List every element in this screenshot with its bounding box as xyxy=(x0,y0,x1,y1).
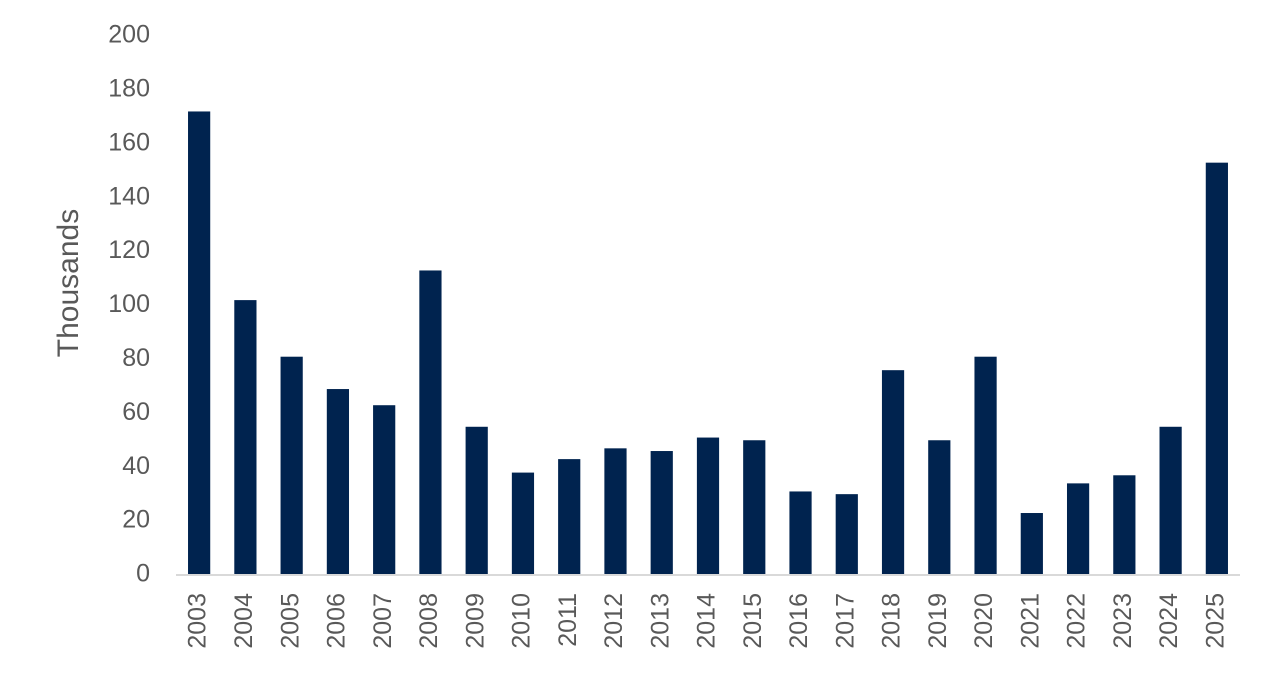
y-tick-label: 140 xyxy=(108,182,150,210)
y-tick-label: 100 xyxy=(108,290,150,318)
x-tick-label: 2003 xyxy=(184,593,212,649)
x-tick-label: 2014 xyxy=(693,593,721,649)
y-tick-label: 40 xyxy=(122,452,150,480)
bar xyxy=(1113,475,1136,575)
y-tick-label: 180 xyxy=(108,75,150,103)
y-tick-label: 80 xyxy=(122,344,150,372)
x-tick-label: 2019 xyxy=(924,593,952,649)
x-tick-label: 2011 xyxy=(554,593,582,647)
x-tick-label: 2012 xyxy=(600,593,628,649)
x-tick-label: 2025 xyxy=(1201,593,1229,649)
bar xyxy=(326,389,350,575)
x-tick-label: 2008 xyxy=(415,593,443,649)
bar xyxy=(234,300,257,575)
x-tick-label: 2022 xyxy=(1063,593,1091,649)
x-tick-label: 2013 xyxy=(646,593,674,649)
x-tick-label: 2007 xyxy=(369,593,397,649)
x-tick-label: 2018 xyxy=(878,593,906,649)
x-tick-label: 2017 xyxy=(831,593,859,649)
y-tick-label: 120 xyxy=(108,236,150,264)
y-tick-label: 200 xyxy=(108,21,150,49)
x-tick-label: 2015 xyxy=(739,593,767,649)
bar xyxy=(280,356,303,575)
y-tick-label: 160 xyxy=(108,128,150,156)
x-tick-label: 2023 xyxy=(1109,593,1137,649)
bar xyxy=(373,405,396,575)
bar xyxy=(465,426,488,575)
bar xyxy=(419,270,442,575)
bar xyxy=(881,370,905,575)
bar xyxy=(511,472,535,575)
bar xyxy=(1159,426,1182,575)
bar xyxy=(1066,483,1090,575)
bar xyxy=(835,494,858,575)
x-tick-label: 2010 xyxy=(508,593,536,649)
bar xyxy=(1020,513,1043,575)
bar xyxy=(1205,162,1228,576)
bar xyxy=(974,356,997,575)
bar xyxy=(558,459,581,575)
bar xyxy=(604,448,627,575)
bar xyxy=(743,440,766,575)
y-tick-label: 0 xyxy=(136,560,150,588)
x-tick-label: 2020 xyxy=(970,593,998,649)
x-tick-label: 2006 xyxy=(323,593,351,649)
x-tick-label: 2009 xyxy=(461,593,489,649)
x-tick-label: 2005 xyxy=(276,593,304,649)
x-tick-label: 2004 xyxy=(230,593,258,649)
y-tick-label: 60 xyxy=(122,398,150,426)
y-axis-label: Thousands xyxy=(52,209,85,357)
x-tick-label: 2021 xyxy=(1016,593,1044,649)
bar xyxy=(789,491,812,575)
x-tick-label: 2016 xyxy=(785,593,813,649)
bar xyxy=(928,440,951,575)
bar xyxy=(696,437,720,575)
bar xyxy=(188,111,211,576)
y-tick-label: 20 xyxy=(122,506,150,534)
x-tick-label: 2024 xyxy=(1155,593,1183,649)
bar xyxy=(650,451,673,575)
